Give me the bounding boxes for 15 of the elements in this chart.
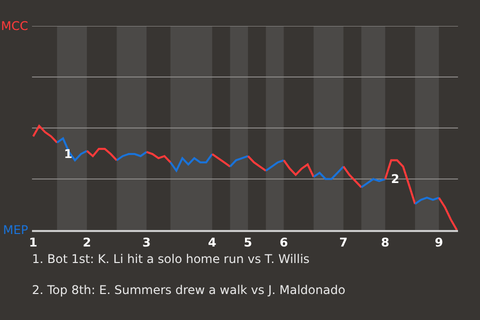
- x-tick-label: 9: [434, 235, 444, 250]
- annotation: 2: [391, 172, 400, 186]
- x-tick-label: 3: [142, 235, 151, 250]
- text: 1. Bot 1st: K. Li hit a solo home run vs T. Willis: [32, 252, 310, 266]
- x-tick-label: 4: [208, 235, 216, 250]
- x-tick-label: 8: [381, 235, 390, 250]
- x-tick-label: 1: [29, 235, 38, 250]
- annotation: 1: [64, 147, 72, 161]
- x-tick-label: 5: [244, 235, 252, 250]
- x-tick-label: 7: [339, 235, 348, 250]
- text: MEP: [3, 223, 28, 237]
- text: MCC: [1, 19, 28, 33]
- text: 2. Top 8th: E. Summers drew a walk vs J. Maldonado: [32, 283, 346, 297]
- x-tick-label: 6: [280, 235, 288, 250]
- x-tick-label: 2: [82, 235, 92, 250]
